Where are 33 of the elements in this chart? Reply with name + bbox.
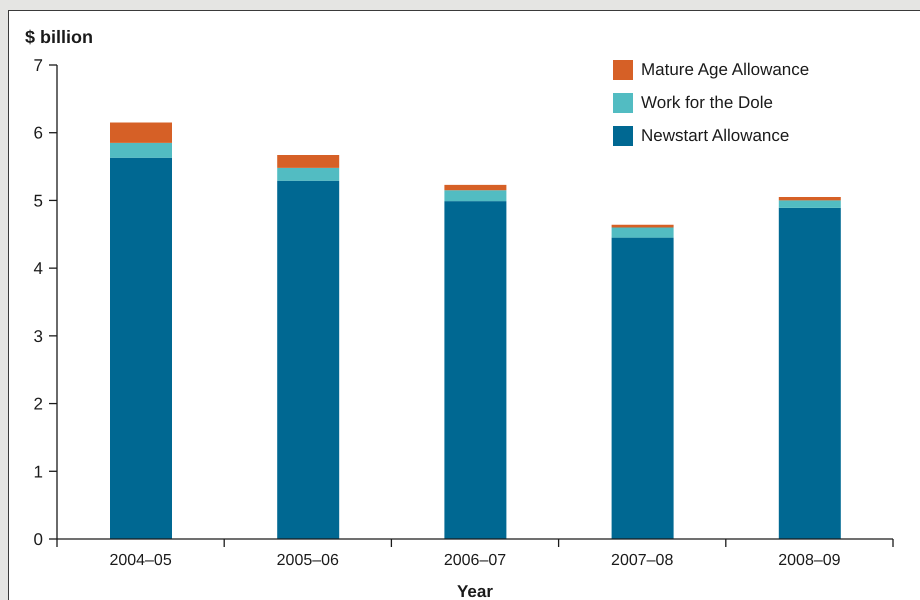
bar bbox=[444, 184, 506, 190]
legend-label: Mature Age Allowance bbox=[641, 60, 810, 80]
y-tick-label: 1 bbox=[34, 462, 43, 482]
y-tick-label: 4 bbox=[34, 259, 43, 278]
legend-label: Work for the Dole bbox=[641, 92, 773, 112]
bar bbox=[277, 155, 340, 168]
y-tick-label: 0 bbox=[34, 530, 43, 550]
y-tick-label: 6 bbox=[34, 124, 43, 143]
x-tick-label: 2006–07 bbox=[444, 552, 506, 569]
x-axis-title: Year bbox=[457, 582, 494, 600]
bar bbox=[277, 168, 340, 181]
bar bbox=[612, 228, 674, 238]
bar bbox=[277, 180, 340, 539]
bar bbox=[110, 122, 172, 143]
y-axis-title: $ billion bbox=[25, 27, 94, 47]
bar bbox=[778, 208, 841, 539]
bar bbox=[110, 158, 172, 539]
x-tick-label: 2008–09 bbox=[778, 552, 841, 569]
y-tick-label: 2 bbox=[34, 394, 43, 414]
y-tick-label: 3 bbox=[34, 326, 43, 346]
bar bbox=[612, 224, 674, 228]
y-tick-label: 7 bbox=[34, 56, 43, 76]
x-tick-label: 2004–05 bbox=[109, 552, 172, 569]
legend-label: Newstart Allowance bbox=[641, 126, 790, 146]
x-tick-label: 2007–08 bbox=[611, 552, 674, 569]
bar bbox=[612, 238, 674, 539]
bar bbox=[444, 190, 506, 202]
bar bbox=[444, 201, 506, 539]
bar bbox=[778, 200, 841, 208]
x-tick-label: 2005–06 bbox=[276, 552, 340, 569]
bar bbox=[778, 197, 841, 200]
y-tick-label: 5 bbox=[34, 191, 43, 210]
bar bbox=[110, 142, 172, 158]
